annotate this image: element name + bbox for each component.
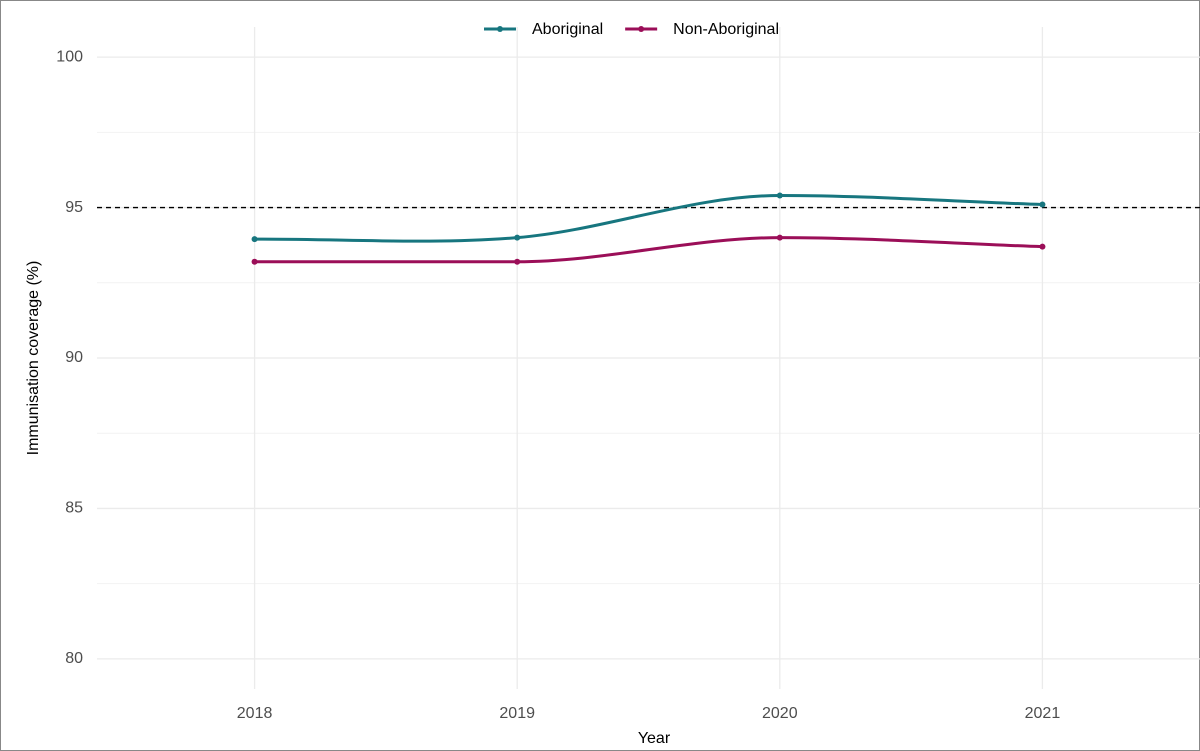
y-tick-label: 90 xyxy=(65,349,83,366)
legend: Aboriginal Non-Aboriginal xyxy=(484,21,779,38)
x-tick-label: 2020 xyxy=(762,705,798,722)
grid xyxy=(97,27,1200,689)
x-tick-label: 2019 xyxy=(499,705,535,722)
y-tick-label: 85 xyxy=(65,500,83,517)
series-line xyxy=(254,236,1043,264)
legend-swatch-point xyxy=(638,26,645,32)
y-tick-label: 95 xyxy=(65,199,83,216)
legend-label: Non-Aboriginal xyxy=(673,21,779,38)
legend-swatch-point xyxy=(497,26,503,32)
series-line xyxy=(254,194,1043,243)
data-point xyxy=(1039,243,1046,250)
x-tick-label: 2021 xyxy=(1025,705,1061,722)
data-point xyxy=(776,192,783,199)
data-point xyxy=(514,258,521,265)
data-point xyxy=(1039,201,1046,208)
y-tick-label: 80 xyxy=(65,650,83,667)
legend-label: Aboriginal xyxy=(532,21,603,38)
y-axis-label: Immunisation coverage (%) xyxy=(25,261,42,456)
data-point xyxy=(776,234,783,241)
data-point xyxy=(251,236,258,243)
data-point xyxy=(251,258,258,265)
x-axis-label: Year xyxy=(638,730,671,747)
y-tick-label: 100 xyxy=(56,48,83,65)
data-point xyxy=(514,234,521,241)
x-tick-label: 2018 xyxy=(237,705,273,722)
